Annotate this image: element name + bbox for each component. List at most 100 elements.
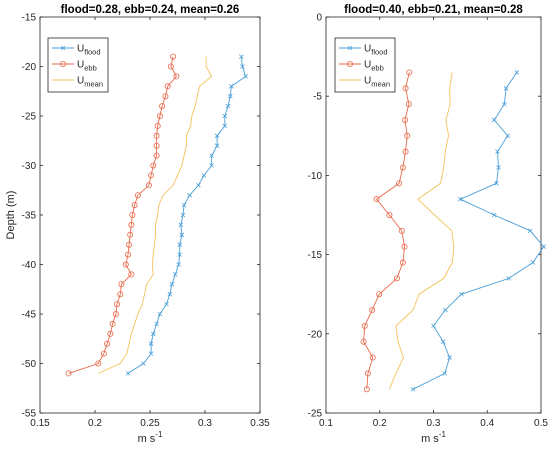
y-tick-label: -5 <box>313 92 322 103</box>
y-tick-label: -25 <box>308 409 323 420</box>
marker-flood <box>502 101 507 107</box>
marker-flood <box>214 143 220 148</box>
legend-marker-ebb <box>60 61 67 68</box>
x-tick-label: 0.4 <box>480 418 494 429</box>
marker-flood <box>447 355 452 360</box>
marker-ebb <box>134 192 141 199</box>
marker-ebb <box>396 180 403 187</box>
chart-title: flood=0.28, ebb=0.24, mean=0.26 <box>61 4 240 16</box>
legend-label-ebb: Uebb <box>77 60 97 73</box>
marker-flood <box>431 323 436 329</box>
marker-flood <box>201 173 207 178</box>
marker-flood <box>503 85 509 91</box>
series-line-flood <box>127 56 247 374</box>
legend-box <box>47 37 109 93</box>
marker-flood <box>459 291 464 297</box>
marker-ebb <box>126 241 133 248</box>
marker-flood <box>505 133 510 139</box>
marker-ebb <box>125 251 132 258</box>
y-tick-label: -45 <box>22 310 37 321</box>
marker-flood <box>173 272 178 277</box>
legend: Uflood Uebb Umean <box>47 37 109 93</box>
y-tick-label: -55 <box>22 409 37 420</box>
x-tick-label: 0.2 <box>88 418 102 429</box>
marker-flood <box>491 212 497 218</box>
x-tick-label: 0.35 <box>250 418 270 429</box>
marker-ebb <box>156 113 163 120</box>
series-line-mean <box>98 56 213 374</box>
marker-ebb <box>376 291 383 298</box>
x-tick-label: 0.1 <box>319 418 333 429</box>
marker-ebb <box>118 281 125 288</box>
marker-ebb <box>399 164 406 171</box>
marker-ebb <box>406 69 413 76</box>
marker-ebb <box>65 370 72 377</box>
series-line-flood <box>412 72 545 390</box>
x-axis-label: m s-1 <box>138 430 163 445</box>
marker-flood <box>141 361 146 366</box>
marker-flood <box>222 123 228 129</box>
marker-ebb <box>363 386 370 393</box>
marker-ebb <box>122 261 129 268</box>
marker-flood <box>222 113 228 119</box>
marker-ebb <box>153 142 160 149</box>
marker-ebb <box>393 275 400 282</box>
marker-ebb <box>399 259 406 266</box>
marker-flood <box>181 202 187 208</box>
marker-flood <box>495 149 500 154</box>
marker-ebb <box>402 148 409 155</box>
marker-ebb <box>364 370 371 377</box>
series-line-mean <box>388 72 455 390</box>
legend-marker-flood <box>347 45 353 51</box>
marker-flood <box>240 64 245 69</box>
marker-ebb <box>109 320 116 327</box>
marker-ebb <box>405 101 412 108</box>
marker-flood <box>458 196 463 202</box>
marker-flood <box>157 311 163 317</box>
marker-ebb <box>167 63 174 70</box>
marker-flood <box>530 260 536 265</box>
marker-flood <box>527 228 533 234</box>
marker-ebb <box>369 307 376 314</box>
marker-ebb <box>127 231 134 238</box>
marker-ebb <box>129 211 136 218</box>
marker-ebb <box>112 310 119 317</box>
marker-flood <box>440 339 446 345</box>
x-tick-label: 0.3 <box>198 418 212 429</box>
series-line-ebb <box>363 72 410 390</box>
marker-flood <box>125 371 131 376</box>
y-tick-label: -25 <box>22 112 37 123</box>
marker-ebb <box>107 330 114 337</box>
y-tick-label: -20 <box>308 329 323 340</box>
marker-ebb <box>128 221 135 228</box>
left-depth-profile-chart: 0.15 0.2 0.25 0.3 0.35 -55 -50 -45 -40 -35 -30 -25 -… <box>5 4 270 445</box>
legend-marker-ebb <box>346 61 353 68</box>
marker-ebb <box>150 162 157 169</box>
legend-label-mean: Umean <box>77 76 103 89</box>
right-depth-profile-chart: 0.1 0.2 0.3 0.4 0.5 -25 -20 -15 -10 -5 0 flood=0.40… <box>308 4 549 445</box>
marker-flood <box>228 93 233 99</box>
marker-flood <box>177 242 182 247</box>
x-tick-label: 0.2 <box>373 418 387 429</box>
marker-ebb <box>114 301 121 308</box>
marker-flood <box>225 103 231 109</box>
x-tick-label: 0.15 <box>30 418 50 429</box>
marker-ebb <box>402 116 409 123</box>
marker-flood <box>239 54 244 59</box>
y-tick-label: -20 <box>22 62 37 73</box>
y-tick-label: -10 <box>308 171 323 182</box>
y-tick-label: -30 <box>22 161 37 172</box>
x-tick-label: 0.3 <box>427 418 441 429</box>
marker-flood <box>154 321 159 327</box>
y-tick-label: -35 <box>22 211 37 222</box>
y-tick-label: -15 <box>22 13 37 24</box>
marker-flood <box>410 386 416 392</box>
marker-ebb <box>153 132 160 139</box>
marker-flood <box>180 212 186 218</box>
x-tick-label: 0.25 <box>140 418 160 429</box>
y-axis-label: Depth (m) <box>5 191 17 240</box>
marker-flood <box>167 291 173 297</box>
marker-flood <box>443 307 448 313</box>
marker-ebb <box>361 322 368 329</box>
